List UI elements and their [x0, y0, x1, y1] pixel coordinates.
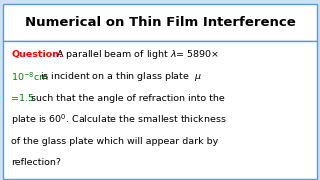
- Text: $10^{-8}$cm: $10^{-8}$cm: [11, 70, 49, 83]
- FancyBboxPatch shape: [3, 4, 317, 41]
- FancyBboxPatch shape: [3, 41, 317, 179]
- Text: A parallel beam of light $\lambda$= 5890$\times$: A parallel beam of light $\lambda$= 5890…: [56, 48, 220, 61]
- Text: such that the angle of refraction into the: such that the angle of refraction into t…: [31, 94, 225, 103]
- Text: of the glass plate which will appear dark by: of the glass plate which will appear dar…: [11, 137, 219, 146]
- Text: =1.5: =1.5: [11, 94, 34, 103]
- Text: Numerical on Thin Film Interference: Numerical on Thin Film Interference: [25, 16, 295, 29]
- Text: plate is $60^{0}$. Calculate the smallest thickness: plate is $60^{0}$. Calculate the smalles…: [11, 112, 227, 127]
- Text: reflection?: reflection?: [11, 158, 61, 167]
- Text: Question:: Question:: [11, 50, 63, 59]
- Text: is incident on a thin glass plate  $\mu$: is incident on a thin glass plate $\mu$: [40, 70, 202, 83]
